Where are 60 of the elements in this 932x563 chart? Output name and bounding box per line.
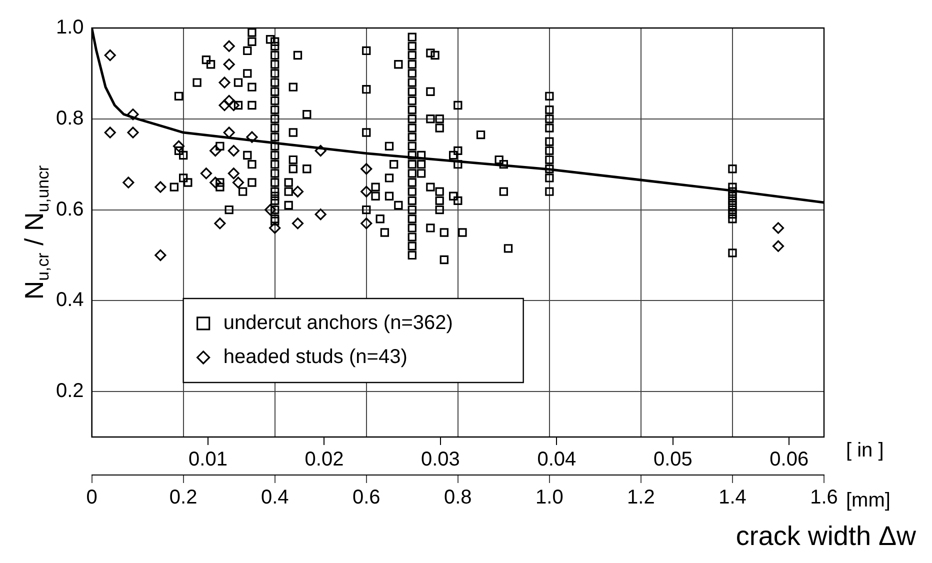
- x-tick-label: 1.0: [536, 486, 564, 509]
- point: [210, 144, 222, 156]
- point: [214, 218, 226, 230]
- x2-tick-label: 0.05: [653, 448, 692, 471]
- x2-tick-label: 0.03: [421, 448, 460, 471]
- y-tick-label: 0.6: [56, 198, 84, 220]
- point: [223, 94, 235, 107]
- x-tick-label: 0.6: [352, 486, 380, 509]
- x-tick-label: 1.4: [718, 486, 746, 509]
- point: [360, 163, 372, 175]
- point: [218, 76, 230, 88]
- point: [228, 99, 240, 112]
- point: [223, 40, 235, 52]
- x-tick-label: 0.2: [169, 486, 198, 509]
- x-tick-label: 1.6: [810, 486, 838, 509]
- x2-tick-label: 0.04: [537, 448, 576, 471]
- x-axis-title: crack width Δw: [736, 520, 916, 551]
- x-tick-label: 0: [86, 486, 98, 509]
- point: [264, 204, 276, 216]
- x2-tick-label: 0.01: [188, 448, 228, 471]
- point: [122, 176, 134, 188]
- x2-axis-title: [ in ]: [846, 440, 884, 462]
- point: [314, 144, 326, 156]
- point: [104, 126, 116, 138]
- point: [360, 186, 372, 198]
- x2-tick-label: 0.06: [770, 448, 809, 471]
- x-tick-label: 1.2: [627, 486, 655, 509]
- point: [232, 176, 244, 188]
- x-tick-label: 0.8: [444, 486, 472, 509]
- point: [228, 168, 240, 180]
- point: [314, 208, 326, 220]
- y-tick-label: 1.0: [56, 16, 84, 39]
- y-tick-label: 0.2: [56, 380, 84, 402]
- point: [223, 58, 235, 70]
- point: [154, 181, 166, 193]
- point: [127, 108, 139, 120]
- point: [228, 144, 240, 156]
- point: [772, 222, 784, 234]
- point: [127, 126, 139, 138]
- point: [172, 140, 185, 152]
- text: [mm]: [846, 490, 890, 512]
- point: [772, 240, 784, 252]
- point: [292, 218, 304, 230]
- point: [223, 126, 235, 138]
- y-tick-label: 0.8: [56, 107, 84, 130]
- point: [200, 168, 212, 180]
- y-tick-label: 0.4: [56, 289, 84, 312]
- x-tick-label: 0.4: [260, 486, 289, 509]
- point: [218, 99, 230, 112]
- point: [292, 186, 304, 198]
- point: [210, 176, 222, 188]
- legend-label: undercut anchors (n=362): [223, 312, 453, 334]
- point: [246, 131, 258, 143]
- point: [269, 222, 281, 234]
- point: [104, 49, 116, 62]
- point: [360, 218, 372, 230]
- point: [154, 249, 166, 262]
- legend-label: headed studs (n=43): [223, 346, 408, 368]
- y-axis-title: Nu,cr / Nu,uncr: [19, 164, 52, 300]
- x2-tick-label: 0.02: [304, 448, 344, 471]
